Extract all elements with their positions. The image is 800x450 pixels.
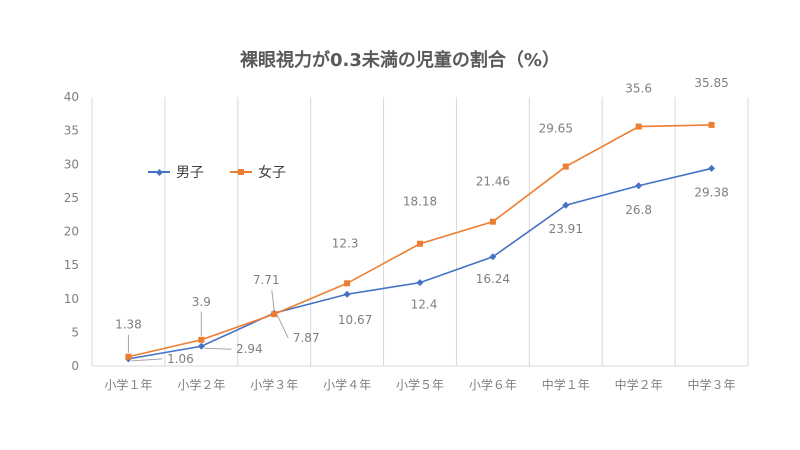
data-label-boys: 26.8: [625, 203, 652, 217]
x-tick-label: 小学２年: [177, 377, 225, 392]
data-point-girls: [708, 121, 715, 128]
data-label-girls: 1.38: [115, 318, 142, 332]
series-layer: [124, 121, 716, 363]
y-tick-label: 40: [64, 90, 79, 104]
legend-item-boys: 男子: [148, 162, 204, 182]
data-label-girls: 35.6: [625, 82, 652, 96]
data-label-boys: 2.94: [236, 342, 263, 356]
data-label-boys: 12.4: [411, 298, 438, 312]
data-point-boys: [343, 290, 351, 298]
data-point-girls: [417, 240, 423, 247]
x-tick-label: 小学４年: [323, 377, 371, 392]
y-tick-label: 15: [64, 258, 79, 272]
data-point-boys: [635, 182, 643, 190]
y-tick-label: 30: [64, 157, 79, 171]
data-point-boys: [197, 342, 205, 350]
data-label-boys: 29.38: [694, 185, 728, 199]
data-label-girls: 3.9: [192, 295, 211, 309]
data-label-boys: 7.87: [293, 331, 320, 345]
grid-lines: [91, 97, 749, 366]
legend-swatch-girls: [230, 166, 252, 178]
x-tick-label: 小学６年: [469, 377, 517, 392]
leader-line: [276, 314, 289, 339]
x-tick-label: 小学５年: [396, 377, 444, 392]
data-point-boys: [489, 253, 497, 261]
axes: 0 5 10 15 20 25 30 35 40 小学１年 小学２年 小学３年 小学４年 小学５年 小学６年…: [64, 90, 748, 392]
legend-label-boys: 男子: [176, 165, 204, 181]
data-point-girls: [344, 280, 351, 287]
data-label-girls: 12.3: [332, 236, 359, 250]
data-point-boys: [416, 279, 424, 287]
data-label-girls: 35.85: [694, 76, 728, 90]
x-tick-label: 中学２年: [615, 377, 663, 392]
x-tick-label: 小学１年: [104, 377, 152, 392]
data-point-girls: [635, 123, 642, 130]
y-tick-label: 25: [64, 191, 79, 205]
legend: 男子 女子: [148, 162, 286, 182]
data-point-girls: [125, 353, 132, 360]
legend-swatch-boys: [148, 166, 170, 178]
data-point-boys: [562, 201, 570, 209]
x-tick-label: 中学１年: [542, 377, 590, 392]
data-labels: 1.38 3.9 7.71 12.3 18.18 21.46 29.65 35.6 35.85 1…: [115, 76, 729, 366]
legend-label-girls: 女子: [258, 165, 286, 181]
y-tick-label: 5: [71, 325, 79, 339]
data-label-girls: 21.46: [476, 175, 510, 189]
data-label-boys: 16.24: [476, 272, 510, 286]
data-label-girls: 29.65: [539, 122, 573, 136]
data-label-boys: 10.67: [338, 313, 372, 327]
chart-title: 裸眼視力が0.3未満の児童の割合（%）: [240, 50, 560, 71]
y-tick-label: 0: [71, 359, 79, 373]
y-tick-label: 20: [64, 225, 79, 239]
legend-item-girls: 女子: [230, 162, 286, 182]
y-tick-label: 35: [64, 124, 79, 138]
data-label-girls: 18.18: [403, 195, 437, 209]
y-tick-label: 10: [64, 292, 79, 306]
leader-line: [131, 358, 163, 362]
data-label-girls: 7.71: [253, 273, 280, 287]
leader-line: [271, 290, 275, 311]
x-tick-label: 中学３年: [688, 377, 736, 392]
data-point-girls: [271, 311, 278, 318]
data-point-girls: [562, 163, 569, 170]
leader-line: [204, 347, 232, 350]
data-point-girls: [489, 218, 496, 225]
data-point-boys: [708, 164, 716, 172]
data-label-boys: 1.06: [167, 352, 194, 366]
data-point-girls: [198, 336, 205, 343]
data-label-boys: 23.91: [549, 222, 583, 236]
x-tick-label: 小学３年: [250, 377, 298, 392]
